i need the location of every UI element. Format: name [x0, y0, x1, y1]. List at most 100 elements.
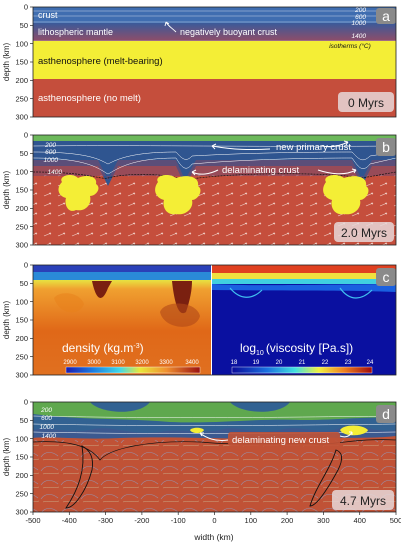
panel-b: new primary crust delaminating crust 200…: [32, 135, 397, 245]
density-colorbar: [65, 366, 201, 374]
arrow-icon: [211, 143, 271, 151]
y-tick-label: 100: [15, 434, 28, 443]
time-badge: [332, 490, 394, 510]
label-lithospheric-mantle: lithospheric mantle: [38, 27, 113, 37]
x-tick-label: 300: [317, 516, 330, 525]
x-tick-label: 100: [245, 516, 258, 525]
panel-c: density (kg.m-3) log10 (viscosity [Pa.s])…: [33, 265, 396, 375]
y-axis-label: depth (km): [2, 171, 11, 210]
time-badge: [338, 92, 394, 112]
y-tick-label: 200: [15, 471, 28, 480]
y-tick-label: 100: [15, 297, 28, 306]
isotherm-label: 600: [355, 14, 366, 21]
x-tick-label: -100: [171, 516, 186, 525]
label-asth-melt: asthenosphere (melt-bearing): [38, 56, 163, 67]
y-tick-label: 250: [15, 94, 28, 103]
viscosity-map: [212, 265, 396, 375]
y-tick-label: 100: [15, 39, 28, 48]
time-label: 0 Myrs: [348, 96, 384, 110]
time-label: 4.7 Myrs: [340, 494, 386, 508]
y-tick-label: 50: [20, 416, 28, 425]
viscosity-colorbar: [231, 366, 373, 374]
colorbar-tick: 24: [367, 360, 374, 366]
y-tick-label: 250: [15, 489, 28, 498]
isotherm-label: 1000: [40, 424, 55, 431]
panel-d-blue-dome: [90, 402, 150, 412]
colorbar-tick: 22: [322, 360, 329, 366]
panel-a-lith-layer: [33, 23, 396, 41]
panel-a-crust-layer: [33, 7, 396, 23]
arrow-icon: [191, 169, 219, 176]
label-bg: [228, 432, 340, 446]
isotherm-line: [32, 157, 397, 175]
y-tick-label: 150: [15, 453, 28, 462]
colorbar-tick: 3400: [185, 360, 199, 366]
y-tick-label: 50: [20, 279, 28, 288]
colorbar-tick: 3000: [87, 360, 101, 366]
colorbar-tick: 3200: [135, 360, 149, 366]
panel-a: crust lithospheric mantle negatively buo…: [33, 7, 396, 117]
buoyant-arrow-icon: [164, 21, 177, 33]
x-tick-label: -200: [134, 516, 149, 525]
y-tick-label: 0: [24, 398, 28, 407]
colorbar-tick: 3100: [111, 360, 125, 366]
arrow-icon: [317, 168, 357, 175]
label-asth-nomelt: asthenosphere (no melt): [38, 93, 141, 104]
y-axis-label: depth (km): [2, 438, 11, 477]
density-ticks: 2900 3000 3100 3200 3300 3400: [63, 360, 199, 366]
isotherm-line: [32, 415, 397, 418]
x-tick-label: -300: [98, 516, 113, 525]
panel-d: delaminating new crust 200 600 1000 1400…: [32, 402, 397, 512]
y-tick-label: 150: [15, 186, 28, 195]
label-negatively-buoyant: negatively buoyant crust: [180, 27, 278, 37]
isotherm-label: 1400: [48, 169, 63, 176]
panel-b-surface: [33, 135, 396, 141]
y-tick-label: 0: [24, 131, 28, 140]
panel-letter: a: [382, 8, 390, 24]
y-tick-label: 300: [15, 241, 28, 250]
melt-pocket: [190, 427, 204, 433]
x-tick-label: -400: [62, 516, 77, 525]
isotherm-label: 1000: [352, 20, 367, 27]
x-tick-label: 200: [281, 516, 294, 525]
arrow-icon: [339, 431, 353, 438]
time-badge: [334, 222, 394, 242]
time-label: 2.0 Myrs: [341, 226, 387, 240]
y-axis-label: depth (km): [2, 301, 11, 340]
x-axis-label: width (km): [193, 532, 233, 542]
x-tick-label: -500: [25, 516, 40, 525]
y-tick-label: 200: [15, 334, 28, 343]
y-tick-label: 300: [15, 113, 28, 122]
melt-blob: [155, 175, 201, 215]
panel-letter-box: [376, 138, 396, 156]
panel-letter-box: [376, 405, 396, 423]
y-tick-label: 250: [15, 222, 28, 231]
y-axis-label: depth (km): [2, 43, 11, 82]
melt-blob: [323, 175, 369, 215]
isotherm-label: 600: [45, 149, 56, 156]
colorbar-tick: 18: [231, 360, 238, 366]
label-isotherms: isotherms (°C): [329, 42, 371, 50]
arrow-icon: [199, 432, 229, 441]
colorbar-tick: 3300: [159, 360, 173, 366]
isotherm-line: [32, 151, 397, 165]
label-delaminating-crust: delaminating crust: [222, 165, 299, 176]
panel-d-blue-dome: [230, 402, 290, 412]
isotherm-label: 1400: [352, 33, 367, 40]
x-tick-label: 0: [212, 516, 216, 525]
colorbar-tick: 2900: [63, 360, 77, 366]
colorbar-tick: 23: [345, 360, 352, 366]
label-crust: crust: [38, 10, 58, 20]
y-tick-label: 50: [20, 21, 28, 30]
viscosity-label: log10 (viscosity [Pa.s]): [240, 341, 353, 357]
panel-letter-box: [376, 8, 396, 24]
y-tick-label: 0: [24, 261, 28, 270]
panel-letter: b: [382, 139, 390, 155]
y-tick-label: 150: [15, 316, 28, 325]
isotherm-label: 1400: [42, 433, 57, 440]
density-label: density (kg.m-3): [62, 341, 144, 355]
colorbar-tick: 20: [276, 360, 283, 366]
viscosity-ticks: 18 19 20 21 22 23 24: [231, 360, 374, 366]
y-tick-label: 50: [20, 149, 28, 158]
